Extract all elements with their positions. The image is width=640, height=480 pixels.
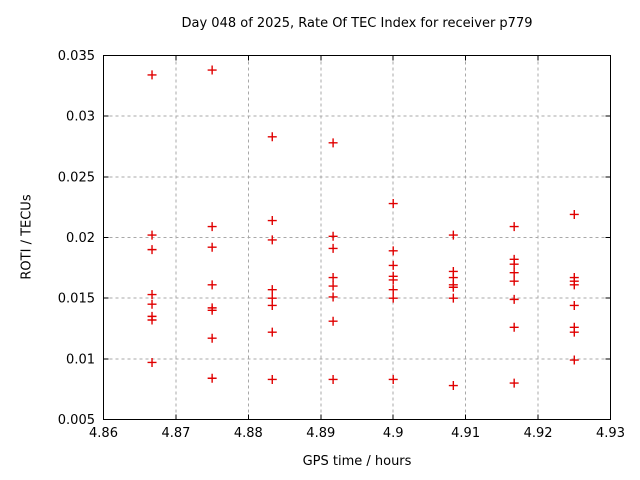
y-tick-label: 0.02 (66, 231, 95, 246)
data-point-marker (147, 357, 157, 367)
data-point-marker (267, 285, 277, 295)
x-tick-label: 4.92 (524, 426, 553, 441)
data-point-marker (509, 276, 519, 286)
data-point-marker (509, 294, 519, 304)
data-point-marker (147, 70, 157, 80)
data-point-marker (328, 292, 338, 302)
data-point-marker (147, 290, 157, 300)
data-point-marker (267, 374, 277, 384)
x-tick-label: 4.86 (89, 426, 118, 441)
data-point-marker (207, 333, 217, 343)
x-tick-label: 4.87 (161, 426, 190, 441)
y-tick-label: 0.01 (66, 352, 95, 367)
y-tick-label: 0.035 (58, 49, 95, 64)
data-point-marker (328, 281, 338, 291)
data-point-marker (388, 199, 398, 209)
data-point-marker (388, 275, 398, 285)
data-point-marker (147, 299, 157, 309)
data-point-marker (207, 242, 217, 252)
data-point-marker (267, 216, 277, 226)
data-point-marker (267, 132, 277, 142)
y-tick-label: 0.03 (66, 110, 95, 125)
data-point-marker (448, 381, 458, 391)
data-point-marker (509, 322, 519, 332)
data-point-marker (267, 235, 277, 245)
data-point-marker (509, 222, 519, 232)
data-point-marker (328, 374, 338, 384)
data-point-marker (569, 327, 579, 337)
data-point-marker (328, 138, 338, 148)
data-point-marker (509, 378, 519, 388)
x-axis-title: GPS time / hours (302, 454, 412, 469)
data-point-marker (509, 259, 519, 269)
data-point-marker (509, 268, 519, 278)
data-point-marker (388, 374, 398, 384)
y-tick-label: 0.005 (58, 413, 95, 428)
data-point-marker (569, 355, 579, 365)
data-point-marker (448, 282, 458, 292)
data-point-marker (328, 273, 338, 283)
data-point-marker (328, 231, 338, 241)
data-point-marker (207, 373, 217, 383)
data-point-marker (388, 293, 398, 303)
plot-border (103, 55, 611, 420)
data-point-marker (569, 280, 579, 290)
y-tick-label: 0.015 (58, 292, 95, 307)
data-point-marker (147, 245, 157, 255)
data-point-marker (448, 230, 458, 240)
data-point-marker (207, 280, 217, 290)
data-point-marker (147, 315, 157, 325)
x-tick-label: 4.9 (383, 426, 404, 441)
x-tick-label: 4.91 (451, 426, 480, 441)
data-point-marker (388, 260, 398, 270)
data-point-marker (207, 222, 217, 232)
data-point-marker (267, 300, 277, 310)
data-point-marker (267, 327, 277, 337)
data-point-marker (388, 246, 398, 256)
chart-title: Day 048 of 2025, Rate Of TEC Index for r… (181, 16, 533, 31)
data-point-marker (448, 293, 458, 303)
x-tick-label: 4.93 (596, 426, 625, 441)
data-point-marker (569, 209, 579, 219)
x-tick-label: 4.89 (306, 426, 335, 441)
data-point-marker (328, 243, 338, 253)
data-point-marker (207, 305, 217, 315)
x-tick-label: 4.88 (234, 426, 263, 441)
data-point-marker (207, 65, 217, 75)
data-point-marker (388, 285, 398, 295)
data-point-marker (328, 316, 338, 326)
data-point-marker (147, 230, 157, 240)
y-tick-label: 0.025 (58, 170, 95, 185)
data-point-marker (569, 300, 579, 310)
